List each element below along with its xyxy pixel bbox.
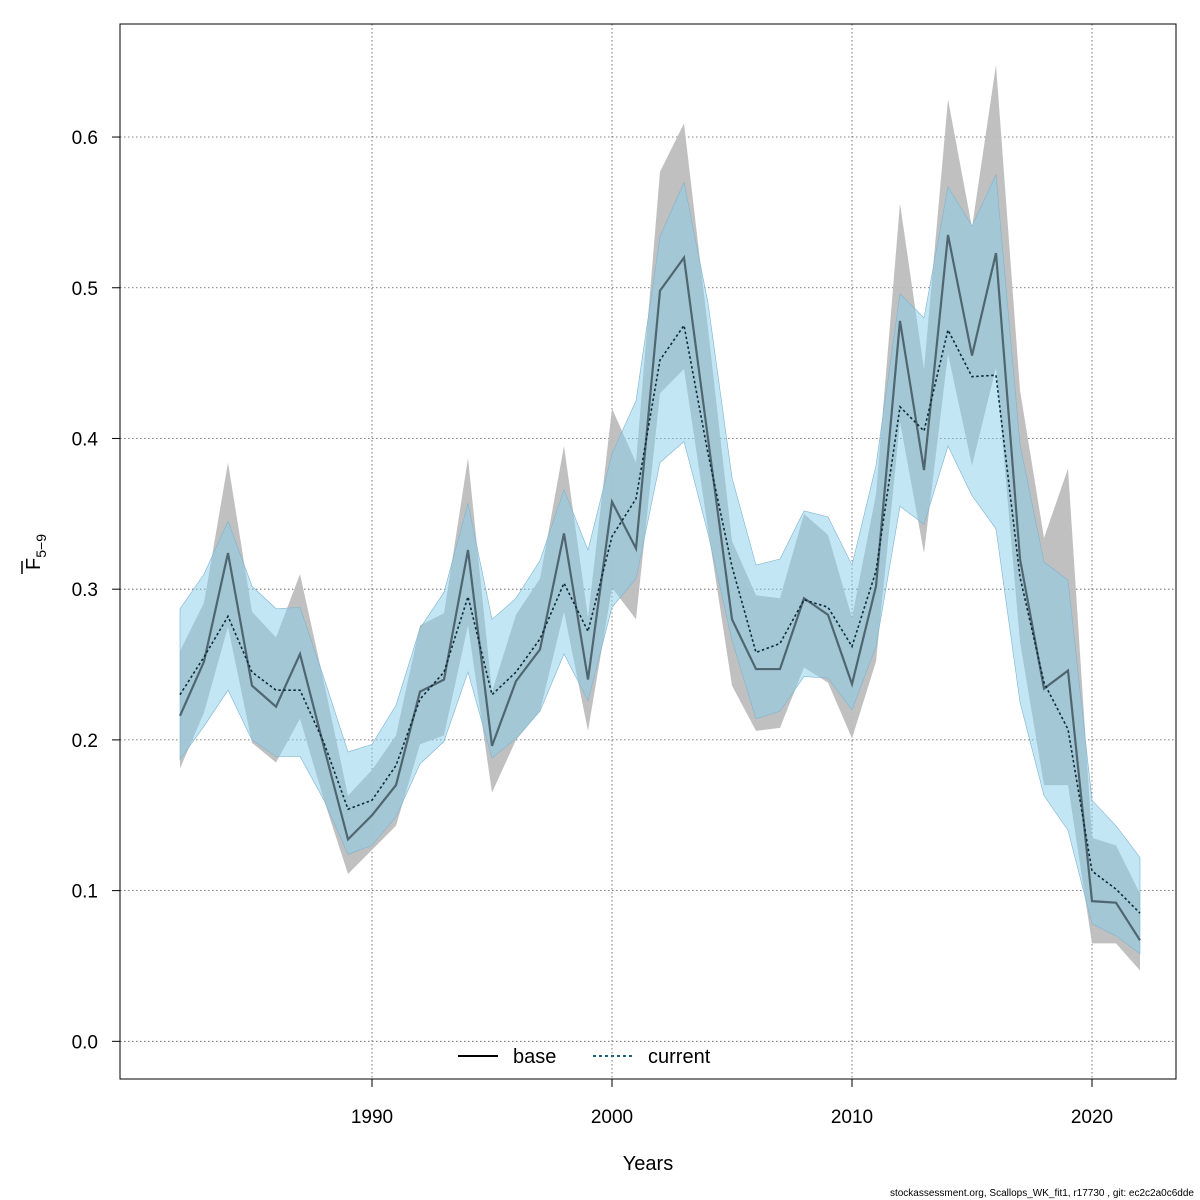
plot-frame — [119, 23, 1177, 1080]
y-tick-label-1: 0.1 — [72, 882, 98, 903]
footer-note: stockassessment.org, Scallops_WK_fit1, r… — [890, 1188, 1194, 1199]
x-tick-label-2010: 2010 — [831, 1107, 873, 1128]
y-axis-title-subscript: 5−9 — [33, 534, 49, 558]
y-tick-label-4: 0.4 — [72, 429, 99, 450]
y-tick-label-6: 0.6 — [72, 128, 98, 149]
series-line-base — [178, 234, 1141, 941]
y-tick-label-0: 0.0 — [72, 1032, 98, 1053]
confidence-band-current — [179, 173, 1141, 955]
series-line-current — [179, 323, 1141, 914]
y-axis-title: F5−9 — [21, 534, 49, 574]
y-tick-label-5: 0.5 — [72, 279, 98, 300]
y-tick-label-3: 0.3 — [72, 580, 98, 601]
svg-text:F5−9: F5−9 — [23, 534, 49, 570]
x-tick-label-2000: 2000 — [591, 1107, 633, 1128]
x-axis: 1990 2000 2010 2020 — [351, 1079, 1113, 1128]
confidence-bands — [179, 64, 1141, 971]
legend-label-current: current — [648, 1046, 711, 1068]
x-tick-label-2020: 2020 — [1071, 1107, 1113, 1128]
legend-label-base: base — [513, 1046, 556, 1068]
y-axis: 0.0 0.1 0.2 0.3 0.4 0.5 0.6 — [72, 128, 120, 1053]
x-axis-title: Years — [623, 1153, 673, 1175]
y-axis-title-main: F — [23, 558, 45, 570]
y-tick-label-2: 0.2 — [72, 731, 98, 752]
x-tick-label-1990: 1990 — [351, 1107, 393, 1128]
legend: base current — [458, 1046, 711, 1068]
series-lines — [178, 234, 1141, 941]
